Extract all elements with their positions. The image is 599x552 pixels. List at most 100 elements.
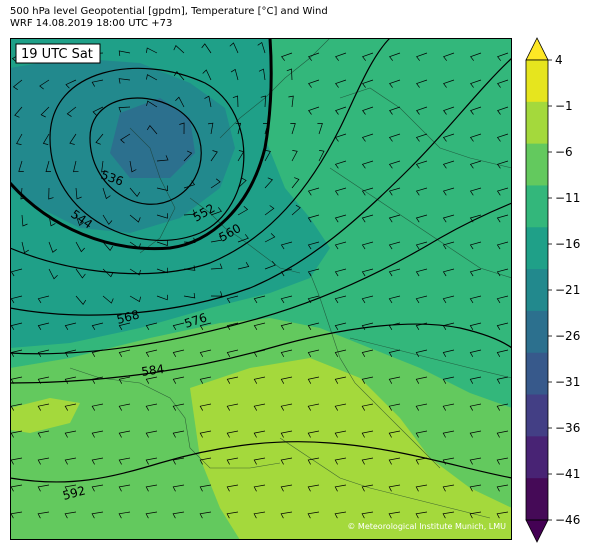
wind-barb [264,205,275,216]
wind-barb [118,484,131,492]
wind-barb [497,106,509,115]
wind-barb [21,241,29,254]
wind-barb [335,106,347,115]
wind-barb [102,214,113,225]
wind-barb [75,214,84,226]
wind-barb [91,79,104,87]
wind-barb [334,214,347,223]
wind-barb [280,322,293,330]
wind-barb [64,349,77,357]
wind-barb [48,241,57,253]
wind-barb [204,95,212,108]
wind-barb [37,511,50,519]
wind-barb [253,403,266,411]
wind-barb [291,204,301,216]
wind-barb [389,52,401,61]
wind-barb [496,484,509,492]
colorbar-segment [526,101,548,145]
wind-barb [48,268,58,280]
wind-barb [18,160,24,172]
chart-subtitle: WRF 14.08.2019 18:00 UTC +73 [10,18,173,29]
colorbar-tick-label: −21 [555,283,580,297]
wind-barb [12,79,23,90]
wind-barb [91,484,104,492]
wind-barb [172,457,185,465]
wind-barb [415,187,428,196]
wind-barb [442,484,455,492]
wind-barb [10,511,23,519]
wind-barb [253,457,266,465]
wind-barb [210,291,223,297]
wind-barb [415,484,428,492]
wind-barb [264,260,276,270]
wind-barb [156,213,168,219]
wind-barb [235,122,242,135]
wind-barb [145,457,158,465]
wind-barb [226,457,239,465]
colorbar-segment [526,269,548,312]
wind-barb [361,268,374,277]
wind-barb [442,322,455,330]
wind-barb [280,457,293,465]
wind-barb [361,241,374,250]
wind-barb [334,187,347,196]
wind-barb [496,241,509,250]
wind-barb [388,322,401,330]
wind-barb [75,241,85,253]
wind-barb [260,95,266,108]
wind-barb [118,106,131,113]
wind-barb [101,160,107,173]
wind-barb [469,349,482,357]
wind-barb [496,457,509,465]
wind-barb [253,511,266,519]
wind-barb [442,241,455,250]
wind-barb [307,295,320,304]
wind-barb [308,52,320,61]
wind-barb [172,430,185,438]
wind-barb [129,241,141,249]
wind-barb [10,430,23,438]
wind-barb [469,160,482,169]
wind-barb [146,100,158,108]
wind-barb [334,295,347,304]
temp-zone-minus6 [190,358,512,540]
wind-barb [16,133,23,145]
wind-barb [237,234,249,243]
wind-barb [280,484,293,492]
wind-barb [210,263,223,270]
wind-barb [145,484,158,492]
wind-barb [65,79,77,89]
wind-barb [118,50,131,56]
wind-barb [470,52,482,61]
wind-barb [281,52,293,61]
wind-barb [64,484,77,492]
wind-barb [226,403,239,411]
wind-barb [37,376,50,384]
wind-barb [442,511,455,519]
wind-barb [253,484,266,492]
wind-barb [237,205,249,216]
wind-barb [232,95,239,108]
colorbar-tick-label: 4 [555,53,563,67]
wind-barb [388,214,401,223]
wind-barb [334,511,347,519]
wind-barb [361,322,374,330]
wind-barb [173,45,185,54]
colorbar-tick-label: −1 [555,99,573,113]
wind-barb [199,403,212,411]
wind-barb [210,150,218,162]
weather-map: 536 544 552 560 568 576 584 592 © Meteor… [10,38,512,540]
wind-barb [442,214,455,223]
wind-barb [172,484,185,492]
wind-barb [75,295,87,305]
wind-barb [37,430,50,438]
wind-barb [183,237,196,243]
colorbar-tick-label: −31 [555,375,580,389]
wind-barb [415,457,428,465]
wind-barb [37,322,50,330]
wind-barb [199,511,212,519]
wind-barb [361,349,374,357]
wind-barb [37,403,50,411]
wind-barb [226,511,239,519]
wind-barb [496,133,509,142]
